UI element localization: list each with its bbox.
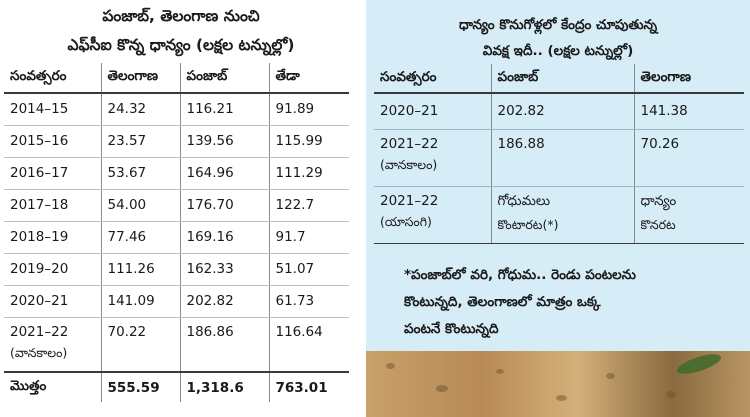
footnote: *పంజాబ్‌లో వరి, గోధుమ.. రెండు పంటలను కొం… — [404, 262, 724, 343]
cell-telangana: 111.26 — [100, 253, 180, 286]
cell-telangana: ధాన్యం కొనరట — [633, 186, 744, 244]
leaf-icon — [674, 351, 724, 378]
cell-year: 2017–18 — [4, 189, 101, 222]
cell-season: (వానకాలం) — [380, 156, 438, 172]
right-panel-title: ధాన్యం కొనుగోళ్లలో కేంద్రం చూపుతున్న వివ… — [366, 12, 750, 64]
cell-punjab: 202.82 — [179, 285, 269, 318]
header-punjab: పంజాబ్ — [179, 63, 269, 94]
cell-telangana: 141.38 — [633, 93, 744, 130]
cell-telangana-note: కొనరట — [640, 216, 676, 232]
cell-telangana: 24.32 — [100, 93, 180, 126]
table-row: 2016–17 53.67 164.96 111.29 — [4, 157, 349, 190]
left-title-line-1: పంజాబ్, తెలంగాణ నుంచి — [102, 7, 260, 25]
cell-telangana-value: ధాన్యం — [640, 192, 677, 209]
total-label: మొత్తం — [4, 371, 101, 402]
cell-year: 2021–22 (వానకాలం) — [374, 129, 491, 187]
cell-punjab: 116.21 — [179, 93, 269, 126]
cell-year: 2015–16 — [4, 125, 101, 158]
cell-difference: 111.29 — [268, 157, 349, 190]
procurement-table: సంవత్సరం తెలంగాణ పంజాబ్ తేడా 2014–15 24.… — [4, 63, 349, 402]
cell-year: 2019–20 — [4, 253, 101, 286]
cell-year: 2021–22 (వానకాలం) — [4, 317, 101, 373]
table-row: 2019–20 111.26 162.33 51.07 — [4, 253, 349, 286]
total-telangana: 555.59 — [100, 371, 180, 402]
cell-difference: 61.73 — [268, 285, 349, 318]
table-row: 2018–19 77.46 169.16 91.7 — [4, 221, 349, 254]
cell-telangana: 54.00 — [100, 189, 180, 222]
cell-punjab: 164.96 — [179, 157, 269, 190]
table-row: 2014–15 24.32 116.21 91.89 — [4, 93, 349, 126]
cell-difference: 122.7 — [268, 189, 349, 222]
right-title-line-1: ధాన్యం కొనుగోళ్లలో కేంద్రం చూపుతున్న — [458, 17, 658, 33]
total-difference: 763.01 — [268, 371, 349, 402]
cell-punjab-note: కొంటారట(*) — [497, 216, 559, 232]
left-procurement-panel: పంజాబ్, తెలంగాణ నుంచి ఎఫ్‌సీఐ కొన్న ధాన్… — [0, 0, 362, 417]
header-punjab: పంజాబ్ — [490, 64, 634, 94]
cell-punjab: గోధుమలు కొంటారట(*) — [490, 186, 634, 244]
cell-telangana: 70.26 — [633, 129, 744, 187]
cell-year-value: 2021–22 — [380, 135, 439, 152]
cell-difference: 115.99 — [268, 125, 349, 158]
cell-telangana: 23.57 — [100, 125, 180, 158]
cell-telangana: 70.22 — [100, 317, 180, 373]
cell-difference: 51.07 — [268, 253, 349, 286]
footnote-line-1: *పంజాబ్‌లో వరి, గోధుమ.. రెండు పంటలను — [404, 267, 636, 283]
cell-punjab: 186.86 — [179, 317, 269, 373]
cell-year: 2021–22 (యాసంగి) — [374, 186, 491, 244]
table-row: 2021–22 (వానకాలం) 186.88 70.26 — [374, 129, 744, 187]
cell-year: 2020–21 — [4, 285, 101, 318]
cell-punjab: 169.16 — [179, 221, 269, 254]
table-row: 2015–16 23.57 139.56 115.99 — [4, 125, 349, 158]
cell-punjab: 139.56 — [179, 125, 269, 158]
cell-punjab: 202.82 — [490, 93, 634, 130]
total-punjab: 1,318.6 — [179, 371, 269, 402]
table-row: 2020–21 141.09 202.82 61.73 — [4, 285, 349, 318]
right-title-line-2: వివక్ష ఇదీ.. (లక్షల టన్నుల్లో) — [482, 43, 634, 59]
cell-year-value: 2021–22 — [10, 323, 69, 340]
table-row: 2021–22 (వానకాలం) 70.22 186.86 116.64 — [4, 317, 349, 373]
right-discrimination-panel: ధాన్యం కొనుగోళ్లలో కేంద్రం చూపుతున్న వివ… — [366, 0, 750, 417]
table-row: 2020–21 202.82 141.38 — [374, 93, 744, 130]
cell-year: 2016–17 — [4, 157, 101, 190]
header-year: సంవత్సరం — [374, 64, 491, 94]
header-telangana: తెలంగాణ — [633, 64, 744, 94]
table-header-row: సంవత్సరం తెలంగాణ పంజాబ్ తేడా — [4, 63, 349, 94]
cell-punjab-value: గోధుమలు — [497, 192, 551, 209]
footnote-line-2: కొంటున్నది, తెలంగాణలో మాత్రం ఒక్క — [404, 294, 601, 310]
table-row: 2017–18 54.00 176.70 122.7 — [4, 189, 349, 222]
cell-telangana: 141.09 — [100, 285, 180, 318]
left-title-line-2: ఎఫ్‌సీఐ కొన్న ధాన్యం (లక్షల టన్నుల్లో) — [67, 36, 295, 54]
header-year: సంవత్సరం — [4, 63, 101, 94]
header-telangana: తెలంగాణ — [100, 63, 180, 94]
cell-punjab: 176.70 — [179, 189, 269, 222]
cell-punjab: 162.33 — [179, 253, 269, 286]
cell-telangana: 53.67 — [100, 157, 180, 190]
cell-year: 2014–15 — [4, 93, 101, 126]
cell-year-value: 2021–22 — [380, 192, 439, 209]
cell-punjab: 186.88 — [490, 129, 634, 187]
cell-difference: 91.7 — [268, 221, 349, 254]
table-row: 2021–22 (యాసంగి) గోధుమలు కొంటారట(*) ధాన్… — [374, 186, 744, 244]
cell-season: (వానకాలం) — [10, 344, 68, 360]
footnote-line-3: పంటనే కొంటున్నది — [404, 321, 499, 337]
cell-year: 2018–19 — [4, 221, 101, 254]
cell-telangana: 77.46 — [100, 221, 180, 254]
header-difference: తేడా — [268, 63, 349, 94]
cell-season: (యాసంగి) — [380, 213, 432, 229]
left-panel-title: పంజాబ్, తెలంగాణ నుంచి ఎఫ్‌సీఐ కొన్న ధాన్… — [0, 2, 362, 60]
cell-difference: 116.64 — [268, 317, 349, 373]
table-header-row: సంవత్సరం పంజాబ్ తెలంగాణ — [374, 64, 744, 94]
discrimination-table: సంవత్సరం పంజాబ్ తెలంగాణ 2020–21 202.82 1… — [374, 64, 744, 244]
total-row: మొత్తం 555.59 1,318.6 763.01 — [4, 371, 349, 402]
grain-photo — [366, 351, 750, 417]
cell-year: 2020–21 — [374, 93, 491, 130]
cell-difference: 91.89 — [268, 93, 349, 126]
